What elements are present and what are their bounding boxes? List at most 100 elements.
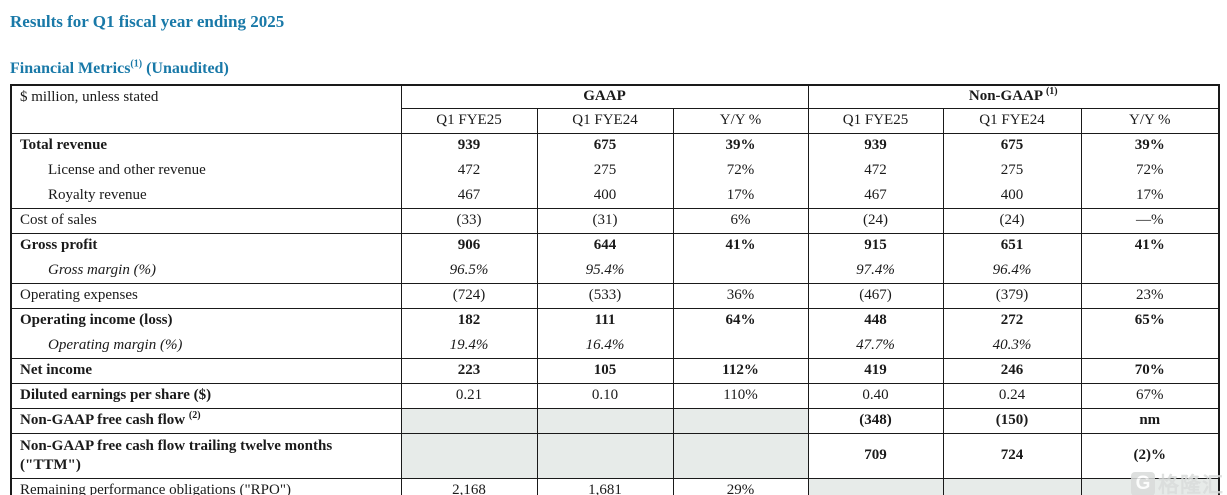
row-label: Gross profit <box>10 232 402 258</box>
table-cell: 448 <box>807 307 944 333</box>
table-cell: 467 <box>400 183 538 208</box>
table-cell: (724) <box>400 282 538 308</box>
table-cell: 65% <box>1080 307 1220 333</box>
table-cell: (467) <box>807 282 944 308</box>
table-cell: 0.40 <box>807 382 944 408</box>
row-label: Total revenue <box>10 132 402 158</box>
table-cell <box>672 333 809 358</box>
table-cell: 275 <box>942 158 1082 183</box>
table-cell: 0.10 <box>536 382 674 408</box>
table-cell: 272 <box>942 307 1082 333</box>
gaap-label: GAAP <box>583 88 626 105</box>
table-row: Remaining performance obligations ("RPO"… <box>10 477 1220 495</box>
col-header-gaap-q1fye25: Q1 FYE25 <box>400 107 538 133</box>
col-header-gaap-yoy: Y/Y % <box>672 107 809 133</box>
table-cell: 709 <box>807 432 944 478</box>
table-cell: (379) <box>942 282 1082 308</box>
col-header-nongaap-q1fye24: Q1 FYE24 <box>942 107 1082 133</box>
table-cell <box>672 407 809 433</box>
table-cell: 17% <box>1080 183 1220 208</box>
table-cell <box>400 432 538 478</box>
table-cell: 72% <box>672 158 809 183</box>
table-cell <box>1080 477 1220 495</box>
section-title-suffix: (Unaudited) <box>146 60 229 77</box>
row-label: Remaining performance obligations ("RPO"… <box>10 477 402 495</box>
table-cell: 112% <box>672 357 809 383</box>
table-cell: 939 <box>400 132 538 158</box>
table-cell: 246 <box>942 357 1082 383</box>
table-cell: 41% <box>1080 232 1220 258</box>
table-cell: 223 <box>400 357 538 383</box>
row-label: Operating margin (%) <box>10 333 402 358</box>
table-row: Gross margin (%) 96.5% 95.4% 97.4% 96.4% <box>10 258 1220 283</box>
table-cell: 1,681 <box>536 477 674 495</box>
row-label: Diluted earnings per share ($) <box>10 382 402 408</box>
table-cell: 724 <box>942 432 1082 478</box>
table-cell: 110% <box>672 382 809 408</box>
table-cell: 675 <box>942 132 1082 158</box>
table-cell: 651 <box>942 232 1082 258</box>
non-gaap-label: Non-GAAP <box>968 88 1043 105</box>
table-row: Royalty revenue 467 400 17% 467 400 17% <box>10 183 1220 208</box>
page-title: Results for Q1 fiscal year ending 2025 <box>10 12 285 31</box>
section-title-footnote: (1) <box>130 58 143 70</box>
table-cell: 472 <box>807 158 944 183</box>
table-row: Diluted earnings per share ($) 0.21 0.10 11… <box>10 382 1220 408</box>
table-cell: 400 <box>536 183 674 208</box>
table-cell <box>942 477 1082 495</box>
table-cell <box>672 258 809 283</box>
row-label: License and other revenue <box>10 158 402 183</box>
table-cell: 29% <box>672 477 809 495</box>
row-label: Gross margin (%) <box>10 258 402 283</box>
table-cell: 39% <box>1080 132 1220 158</box>
table-cell: 105 <box>536 357 674 383</box>
table-cell: 644 <box>536 232 674 258</box>
table-cell <box>807 477 944 495</box>
table-cell: 72% <box>1080 158 1220 183</box>
table-cell: 95.4% <box>536 258 674 283</box>
table-cell: 96.5% <box>400 258 538 283</box>
col-header-nongaap-yoy: Y/Y % <box>1080 107 1220 133</box>
table-row: Operating income (loss) 182 111 64% 448 272 65… <box>10 307 1220 333</box>
table-cell: 675 <box>536 132 674 158</box>
table-cell: 47.7% <box>807 333 944 358</box>
table-cell: —% <box>1080 207 1220 233</box>
table-row: Operating margin (%) 19.4% 16.4% 47.7% 40.3% <box>10 333 1220 358</box>
table-cell: 111 <box>536 307 674 333</box>
row-label: Royalty revenue <box>10 183 402 208</box>
table-cell: 472 <box>400 158 538 183</box>
non-gaap-group-header: Non-GAAP (1) <box>807 85 1220 108</box>
table-cell <box>536 407 674 433</box>
table-cell: (348) <box>807 407 944 433</box>
table-cell: 19.4% <box>400 333 538 358</box>
table-row: Gross profit 906 644 41% 915 651 41% <box>10 232 1220 258</box>
table-cell: 17% <box>672 183 809 208</box>
table-cell: (24) <box>807 207 944 233</box>
table-cell: 400 <box>942 183 1082 208</box>
table-cell: 0.24 <box>942 382 1082 408</box>
table-cell: 41% <box>672 232 809 258</box>
table-cell: 36% <box>672 282 809 308</box>
section-title: Financial Metrics(1) (Unaudited) <box>10 58 1227 78</box>
financial-metrics-table: $ million, unless stated GAAP Non-GAAP (… <box>10 84 1221 495</box>
table-cell: 64% <box>672 307 809 333</box>
row-label: Non-GAAP free cash flow (2) <box>10 407 402 433</box>
table-cell: 906 <box>400 232 538 258</box>
table-cell: (150) <box>942 407 1082 433</box>
table-cell: 0.21 <box>400 382 538 408</box>
table-row: Non-GAAP free cash flow (2) (348) (150) nm <box>10 407 1220 433</box>
table-cell: 467 <box>807 183 944 208</box>
table-cell: 2,168 <box>400 477 538 495</box>
table-row: Net income 223 105 112% 419 246 70% <box>10 357 1220 383</box>
gaap-group-header: GAAP <box>400 85 809 108</box>
table-cell: 275 <box>536 158 674 183</box>
col-header-nongaap-q1fye25: Q1 FYE25 <box>807 107 944 133</box>
table-cell: 419 <box>807 357 944 383</box>
table-row: Non-GAAP free cash flow trailing twelve … <box>10 432 1220 478</box>
table-cell <box>1080 258 1220 283</box>
non-gaap-footnote: (1) <box>1045 86 1058 98</box>
table-cell: 39% <box>672 132 809 158</box>
section-title-text: Financial Metrics <box>10 60 131 77</box>
row-label: Operating income (loss) <box>10 307 402 333</box>
